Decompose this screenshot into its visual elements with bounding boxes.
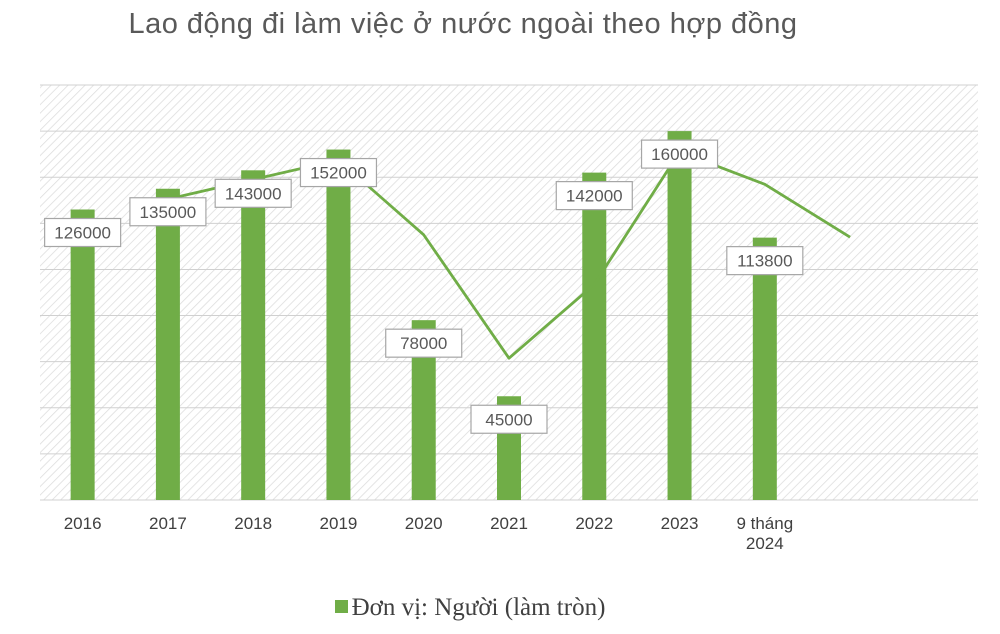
bar [752,237,777,500]
bar [241,170,266,501]
data-label-box [129,197,207,227]
x-tick-label: 2016 [63,514,102,533]
x-tick-label: 2022 [575,514,614,533]
data-label: 142000 [566,187,623,206]
data-label-box [299,157,378,188]
data-label: 78000 [400,334,447,353]
legend-label: Đơn vị: Người (làm tròn) [351,594,606,621]
bar [155,188,180,500]
x-tick-label: 2020 [404,514,443,533]
data-label: 126000 [54,224,111,243]
data-label: 152000 [310,164,367,183]
data-label-box [555,181,633,211]
chart-title: Lao động đi làm việc ở nước ngoài theo h… [128,8,798,40]
data-label: 160000 [651,145,708,164]
bar [667,131,692,500]
x-tick-label: 9 tháng 2024 [736,514,794,553]
x-tick-label: 2017 [148,514,187,533]
data-label-box [214,178,292,208]
data-label: 113800 [737,252,792,271]
bar [582,172,607,500]
x-tick-label: 2021 [490,514,528,533]
data-label-box [726,246,804,276]
data-label: 143000 [225,184,282,203]
data-label: 45000 [485,410,532,429]
legend-swatch [334,600,348,613]
data-label-box [470,404,548,434]
x-tick-label: 2023 [660,514,699,533]
data-label: 135000 [140,203,197,222]
x-tick-label: 2019 [319,514,358,533]
bar [70,209,95,500]
data-label-box [385,328,463,358]
data-label-box [44,217,122,248]
trend-line [167,150,851,360]
legend: Đơn vị: Người (làm tròn) [0,594,940,622]
x-tick-label: 2018 [234,514,273,533]
data-label-box [640,139,719,169]
bar [326,149,351,501]
